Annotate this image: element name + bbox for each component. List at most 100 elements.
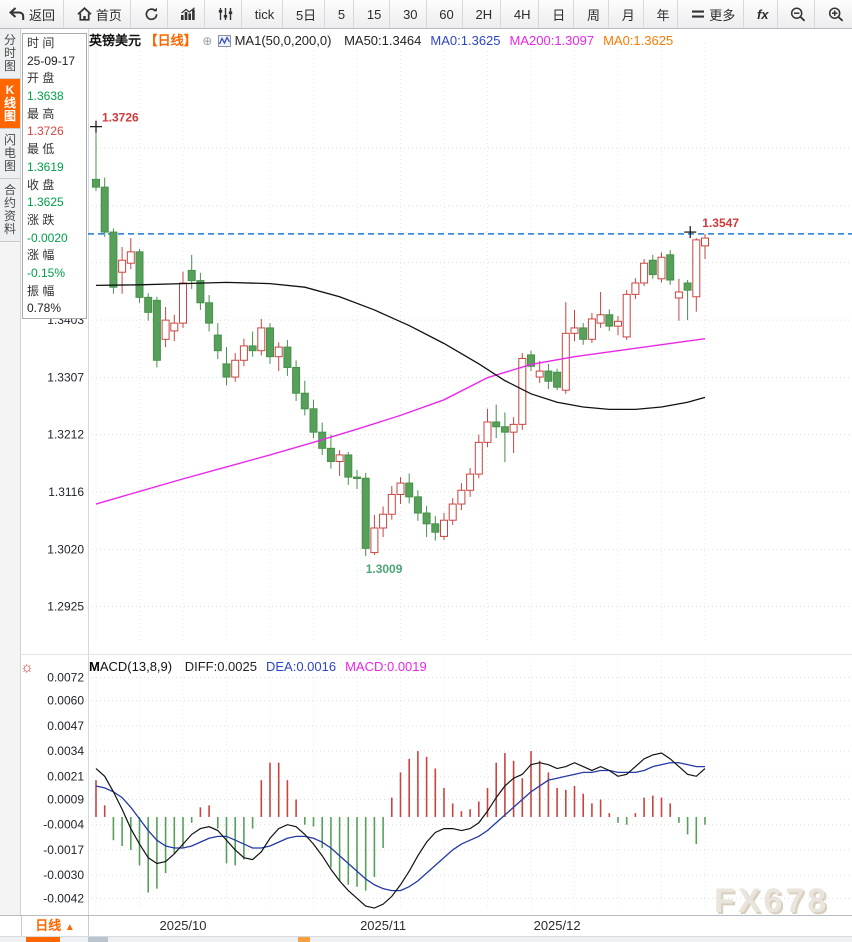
menu-icon bbox=[691, 8, 705, 20]
quote-field-value: -0.0020 bbox=[27, 230, 68, 245]
svg-text:0.0047: 0.0047 bbox=[47, 719, 84, 733]
period-5-button-label: 5 bbox=[337, 6, 346, 22]
tab-candle-chart[interactable]: K 线 图 bbox=[0, 79, 20, 129]
legend-item: MACD:0.0019 bbox=[345, 659, 427, 674]
period-4h-button[interactable]: 4H bbox=[506, 0, 540, 28]
quote-field-value: 1.3638 bbox=[27, 89, 64, 104]
quote-field-value: 1.3619 bbox=[27, 159, 64, 174]
period-15-button[interactable]: 15 bbox=[359, 0, 391, 28]
sliders-icon bbox=[218, 7, 233, 21]
period-2h-button[interactable]: 2H bbox=[467, 0, 502, 28]
period-selector[interactable]: 日线 ▲ bbox=[21, 916, 89, 936]
tick-button-label: tick bbox=[254, 6, 275, 22]
svg-text:0.0060: 0.0060 bbox=[47, 694, 84, 708]
svg-text:1.3212: 1.3212 bbox=[47, 428, 84, 442]
watermark: FX678 bbox=[714, 882, 830, 920]
period-30-button[interactable]: 30 bbox=[395, 0, 427, 28]
period-week-button-label: 周 bbox=[586, 7, 600, 23]
svg-text:1.3726: 1.3726 bbox=[102, 111, 139, 125]
svg-text:-0.0004: -0.0004 bbox=[43, 818, 84, 832]
ma-settings: MA1(50,0,200,0) bbox=[234, 33, 332, 48]
cutoff-orange-fragment bbox=[298, 937, 310, 942]
chart-type-button[interactable] bbox=[172, 0, 206, 28]
more-button[interactable]: 更多 bbox=[683, 0, 745, 28]
tab-time-chart[interactable]: 分 时 图 bbox=[0, 29, 20, 79]
back-button[interactable]: 返回 bbox=[0, 0, 65, 28]
x-axis-month-label: 2025/12 bbox=[533, 918, 581, 933]
tick-button[interactable]: tick bbox=[247, 0, 284, 28]
home-icon bbox=[77, 7, 92, 21]
crosshair-markers bbox=[90, 120, 697, 239]
diff-line bbox=[95, 752, 706, 909]
zoom-out-button[interactable] bbox=[782, 0, 816, 28]
svg-text:0.0034: 0.0034 bbox=[47, 744, 84, 758]
tab-contract-info[interactable]: 合 约 资 料 bbox=[0, 179, 20, 242]
candles-layer bbox=[92, 126, 709, 557]
macd-indicator-chart[interactable]: 0.0072 0.0060 0.0047 0.0034 0.0021 0.0009 -0.0… bbox=[21, 655, 852, 915]
fx-indicator-button[interactable]: fx bbox=[749, 0, 778, 28]
x-axis-month-label: 2025/11 bbox=[360, 918, 407, 933]
indicator-settings-button[interactable] bbox=[210, 0, 242, 28]
tab-lightning-chart[interactable]: 闪 电 图 bbox=[0, 129, 20, 179]
x-axis-month-label: 2025/10 bbox=[159, 918, 207, 933]
legend-item: MA0:1.3625 bbox=[603, 33, 674, 48]
period-year-button[interactable]: 年 bbox=[648, 0, 679, 28]
ma-values: MA50:1.3464 MA0:1.3625 MA200:1.3097 MA0:1.3… bbox=[335, 33, 673, 48]
quote-field-value: 0.78% bbox=[27, 301, 62, 316]
home-button[interactable]: 首页 bbox=[69, 0, 131, 28]
quote-field-label: 开 盘 bbox=[27, 71, 55, 86]
ma200-line bbox=[95, 338, 706, 505]
period-selector-label: 日线 bbox=[35, 918, 62, 933]
dea-line bbox=[95, 762, 705, 892]
svg-text:1.3547: 1.3547 bbox=[702, 216, 739, 230]
period-day-button-label: 日 bbox=[552, 7, 566, 23]
period-week-button[interactable]: 周 bbox=[579, 0, 609, 28]
more-button-label: 更多 bbox=[709, 7, 736, 23]
period-label: 【日线】 bbox=[144, 33, 197, 48]
period-15-button-label: 15 bbox=[366, 6, 382, 22]
period-month-button[interactable]: 月 bbox=[614, 0, 644, 28]
refresh-icon bbox=[144, 7, 159, 21]
svg-text:0.0009: 0.0009 bbox=[47, 793, 84, 807]
svg-text:0.0072: 0.0072 bbox=[47, 670, 84, 684]
period-2h-button-label: 2H bbox=[475, 6, 493, 22]
macd-values: DIFF:0.0025 DEA:0.0016 MACD:0.0019 bbox=[176, 659, 427, 674]
quote-field-label: 时 间 bbox=[27, 36, 55, 50]
indicator-settings-icon[interactable]: ☼ bbox=[20, 659, 34, 676]
period-4h-button-label: 4H bbox=[513, 6, 531, 22]
quote-field-value: 1.3625 bbox=[27, 195, 64, 210]
bar-chart-icon bbox=[180, 7, 196, 21]
period-5d-button-label: 5日 bbox=[295, 7, 317, 23]
zoom-in-button[interactable] bbox=[820, 0, 852, 28]
chart-legend-row: 英镑美元 【日线】 ⊕ MA1(50,0,200,0) MA50:1.3464 M… bbox=[89, 30, 673, 50]
period-60-button[interactable]: 60 bbox=[431, 0, 463, 28]
bottom-axis-bar: 日线 ▲ 2025/10 2025/11 2025/12 bbox=[0, 915, 852, 936]
period-year-button-label: 年 bbox=[656, 7, 670, 23]
macd-gridlines bbox=[88, 661, 852, 907]
quote-field-label: 涨 跌 bbox=[27, 212, 55, 227]
legend-item: MA0:1.3625 bbox=[430, 33, 501, 48]
quote-field-value: 25-09-17 bbox=[27, 53, 76, 68]
plot-left-border bbox=[88, 29, 89, 915]
zoom-out-icon bbox=[790, 6, 806, 22]
macd-title: ACD(13,8,9) bbox=[99, 659, 173, 674]
add-indicator-icon[interactable]: ⊕ bbox=[202, 34, 213, 48]
panel-divider bbox=[21, 654, 852, 655]
quote-field-label: 最 高 bbox=[27, 106, 55, 121]
home-button-label: 首页 bbox=[95, 7, 122, 23]
quote-field-label: 收 盘 bbox=[27, 177, 55, 192]
refresh-button[interactable] bbox=[136, 0, 168, 28]
quote-field-label: 振 幅 bbox=[27, 283, 55, 298]
macd-legend-row: MACD(13,8,9) DIFF:0.0025 DEA:0.0016 MACD:0… bbox=[89, 659, 427, 674]
quote-field-label: 最 低 bbox=[27, 142, 55, 157]
legend-item: MA200:1.3097 bbox=[509, 33, 595, 48]
macd-y-axis-labels: 0.0072 0.0060 0.0047 0.0034 0.0021 0.0009 -0.0… bbox=[43, 670, 84, 905]
quote-field-label: 涨 幅 bbox=[27, 248, 55, 263]
period-5-button[interactable]: 5 bbox=[330, 0, 355, 28]
svg-text:0.0021: 0.0021 bbox=[47, 769, 84, 783]
period-day-button[interactable]: 日 bbox=[544, 0, 575, 28]
period-5d-button[interactable]: 5日 bbox=[288, 0, 326, 28]
svg-text:-0.0030: -0.0030 bbox=[43, 868, 84, 882]
